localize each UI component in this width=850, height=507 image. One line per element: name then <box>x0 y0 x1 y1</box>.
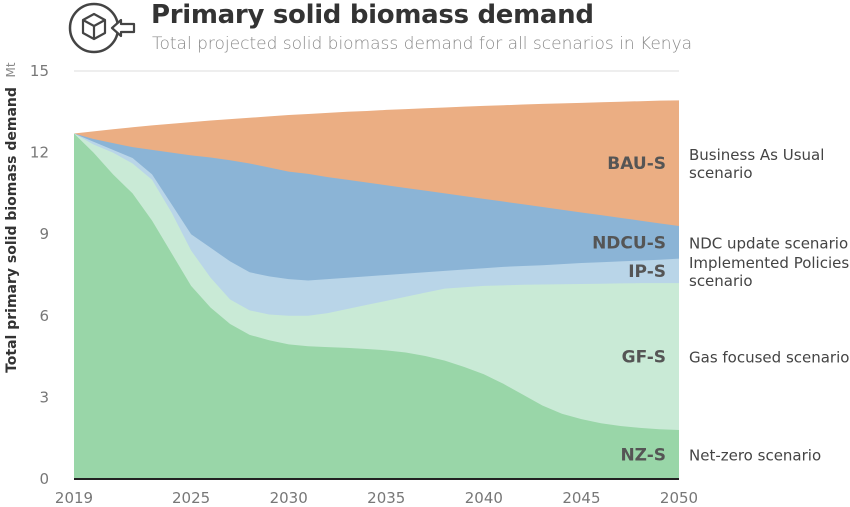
y-tick-label: 0 <box>39 470 49 488</box>
chart-title: Primary solid biomass demand <box>151 0 594 30</box>
chart-subtitle: Total projected solid biomass demand for… <box>152 34 693 54</box>
x-tick-label: 2019 <box>55 489 93 507</box>
chart-axes: 0 3 6 9 12 15 2019 2025 2030 2035 2040 2045 2050 Tota… <box>4 62 698 507</box>
series-label-nz-s: Net-zero scenario <box>689 447 821 465</box>
y-tick-label: 15 <box>30 62 49 80</box>
series-label-bau-s: Business As Usual <box>689 146 824 164</box>
x-tick-label: 2040 <box>465 489 503 507</box>
y-axis-title: Total primary solid biomass demand <box>4 87 20 373</box>
y-tick-label: 12 <box>30 144 49 162</box>
y-tick-label: 6 <box>39 307 49 325</box>
series-code-ndcu-s: NDCU-S <box>592 233 666 253</box>
series-label-ip-s: scenario <box>689 272 753 290</box>
biomass-cube-icon <box>68 2 136 54</box>
series-label-bau-s: scenario <box>689 164 753 182</box>
y-tick-label: 9 <box>39 225 49 243</box>
series-label-gf-s: Gas focused scenario <box>689 349 849 367</box>
series-code-ip-s: IP-S <box>628 262 666 282</box>
x-tick-label: 2045 <box>562 489 600 507</box>
series-label-ndcu-s: NDC update scenario <box>689 234 848 252</box>
series-label-ip-s: Implemented Policies <box>689 254 849 272</box>
y-axis-unit: Mt <box>4 62 18 77</box>
series-code-nz-s: NZ-S <box>620 446 666 466</box>
x-tick-label: 2030 <box>270 489 308 507</box>
area-nz-s <box>74 133 679 479</box>
x-tick-label: 2050 <box>660 489 698 507</box>
chart-areas <box>74 100 679 479</box>
series-code-bau-s: BAU-S <box>607 154 666 174</box>
y-tick-label: 3 <box>39 388 49 406</box>
x-tick-label: 2025 <box>172 489 210 507</box>
x-tick-label: 2035 <box>367 489 405 507</box>
header: Primary solid biomass demand Total proje… <box>0 0 850 60</box>
series-code-gf-s: GF-S <box>622 348 666 368</box>
